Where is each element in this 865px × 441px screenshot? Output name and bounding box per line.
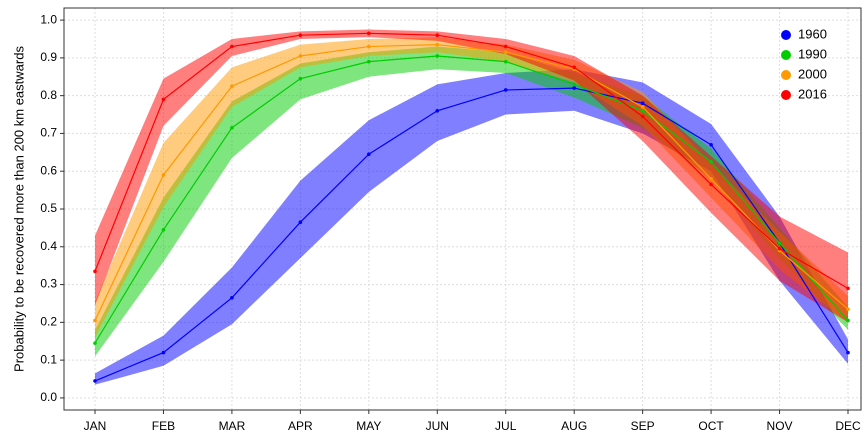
point (503, 88, 508, 92)
y-tick-label: 0.0 (40, 390, 57, 404)
point (640, 101, 645, 106)
point (709, 159, 713, 164)
series-line (94, 87, 849, 382)
point (93, 269, 97, 274)
legend-marker (781, 30, 791, 40)
x-tick-label: JUL (495, 419, 517, 433)
point (230, 44, 234, 49)
point (503, 50, 508, 55)
legend-label: 1960 (798, 26, 827, 41)
point (93, 318, 97, 323)
point (161, 350, 166, 355)
y-tick-label: 0.9 (40, 50, 57, 64)
point (298, 33, 303, 38)
point (572, 82, 576, 87)
legend-marker (781, 90, 791, 100)
point (640, 108, 645, 113)
y-tick-label: 1.0 (40, 12, 57, 26)
point (298, 220, 303, 225)
point (777, 246, 782, 251)
point (572, 65, 576, 70)
point (435, 42, 440, 47)
point (367, 44, 371, 49)
y-tick-label: 0.1 (40, 352, 57, 366)
x-tick-label: FEB (152, 419, 175, 433)
point (640, 114, 645, 119)
x-tick-label: OCT (698, 419, 724, 433)
series-line (94, 32, 849, 289)
point (298, 54, 303, 58)
legend-marker (781, 70, 791, 80)
point (367, 152, 371, 157)
point (93, 379, 97, 383)
point (161, 173, 166, 177)
x-tick-label: NOV (767, 419, 793, 433)
point (709, 182, 713, 187)
x-tick-label: JAN (84, 419, 107, 433)
point (298, 76, 303, 81)
plot-frame (63, 7, 862, 411)
y-tick-label: 0.3 (40, 277, 57, 291)
point (230, 295, 234, 300)
point (572, 86, 576, 90)
y-tick-label: 0.7 (40, 126, 57, 140)
confidence-band (95, 69, 848, 385)
point (503, 44, 508, 49)
x-tick-label: AUG (561, 419, 587, 433)
x-tick-label: JUN (426, 419, 449, 433)
x-tick-label: MAR (219, 419, 246, 433)
point (230, 84, 234, 89)
x-tick-label: DEC (835, 419, 861, 433)
point (709, 142, 713, 147)
point (846, 318, 850, 323)
point (93, 341, 97, 345)
series-line (94, 55, 849, 344)
x-tick-label: SEP (631, 419, 655, 433)
point (161, 227, 166, 232)
y-tick-label: 0.5 (40, 201, 57, 215)
y-tick-label: 0.4 (40, 239, 57, 253)
legend-label: 2016 (798, 86, 827, 101)
legend-label: 1990 (798, 46, 827, 61)
series-line (94, 44, 849, 321)
x-tick-label: APR (288, 419, 313, 433)
point (435, 108, 440, 113)
point (161, 97, 166, 102)
legend-marker (781, 50, 791, 60)
y-tick-label: 0.2 (40, 315, 57, 329)
y-axis-label: Probability to be recovered more than 20… (11, 46, 26, 372)
point (367, 59, 371, 64)
point (503, 59, 508, 64)
point (435, 54, 440, 58)
point (777, 241, 782, 245)
x-tick-label: MAY (356, 419, 381, 433)
point (230, 125, 234, 130)
confidence-band (95, 29, 848, 323)
y-tick-label: 0.8 (40, 88, 57, 102)
point (846, 307, 850, 311)
point (367, 31, 371, 36)
y-tick-label: 0.6 (40, 163, 57, 177)
point (709, 176, 713, 181)
point (846, 286, 850, 291)
point (640, 105, 645, 109)
point (846, 350, 850, 355)
legend-label: 2000 (798, 66, 827, 81)
point (435, 33, 440, 38)
